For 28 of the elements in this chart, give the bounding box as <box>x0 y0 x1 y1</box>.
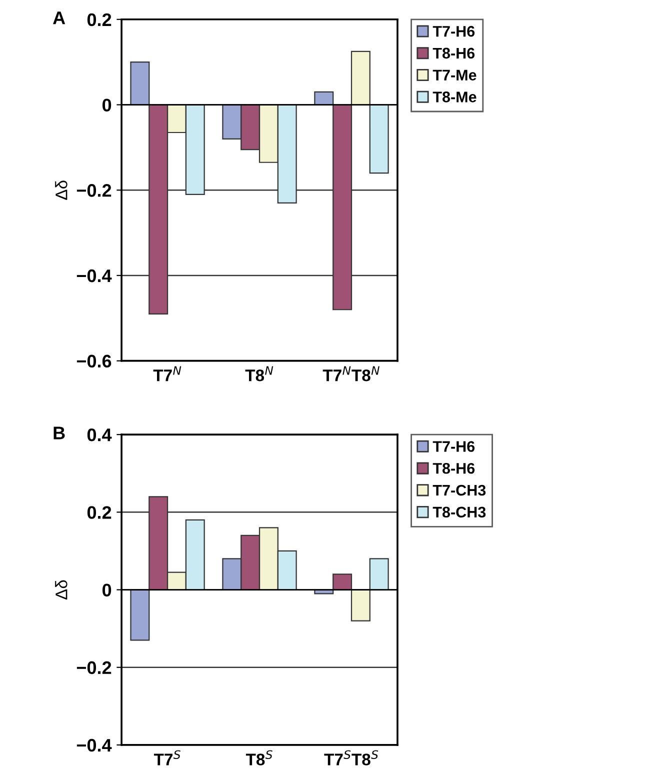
legend-label: T8-H6 <box>432 462 475 474</box>
x-tick-label: T8$^{N}$ <box>245 366 274 382</box>
chart-title: B <box>54 426 65 440</box>
legend-label: T8-CH3 <box>432 506 486 518</box>
y-tick-label: 0 <box>102 584 112 596</box>
y-tick-label: −0.6 <box>76 354 112 368</box>
y-axis-title: Δδ <box>55 180 68 200</box>
legend-label: T7-H6 <box>432 441 475 452</box>
x-tick-label: T7$^{S}$T8$^{S}$ <box>324 750 378 766</box>
y-tick-label: 0.4 <box>87 428 112 442</box>
legend-label: T7-Me <box>432 70 476 80</box>
y-axis-title: Δδ <box>55 580 68 600</box>
y-tick-label: −0.4 <box>76 269 112 282</box>
x-tick-label: T7$^{N}$T8$^{N}$ <box>322 366 380 382</box>
y-tick-label: −0.2 <box>76 184 112 197</box>
legend-label: T8-Me <box>432 92 476 102</box>
chart-title: A <box>53 12 66 24</box>
y-tick-label: −0.2 <box>76 661 112 674</box>
x-tick-label: T8$^{S}$ <box>246 750 272 766</box>
legend-label: T7-CH3 <box>432 484 486 496</box>
legend-label: T7-H6 <box>432 26 475 37</box>
y-tick-label: −0.4 <box>76 738 112 752</box>
y-tick-label: 0 <box>102 98 112 112</box>
x-tick-label: T7$^{S}$ <box>154 750 180 766</box>
x-tick-label: T7$^{N}$ <box>153 366 182 382</box>
y-tick-label: 0.2 <box>87 13 112 26</box>
legend-label: T8-H6 <box>432 48 475 59</box>
y-tick-label: 0.2 <box>87 506 112 519</box>
